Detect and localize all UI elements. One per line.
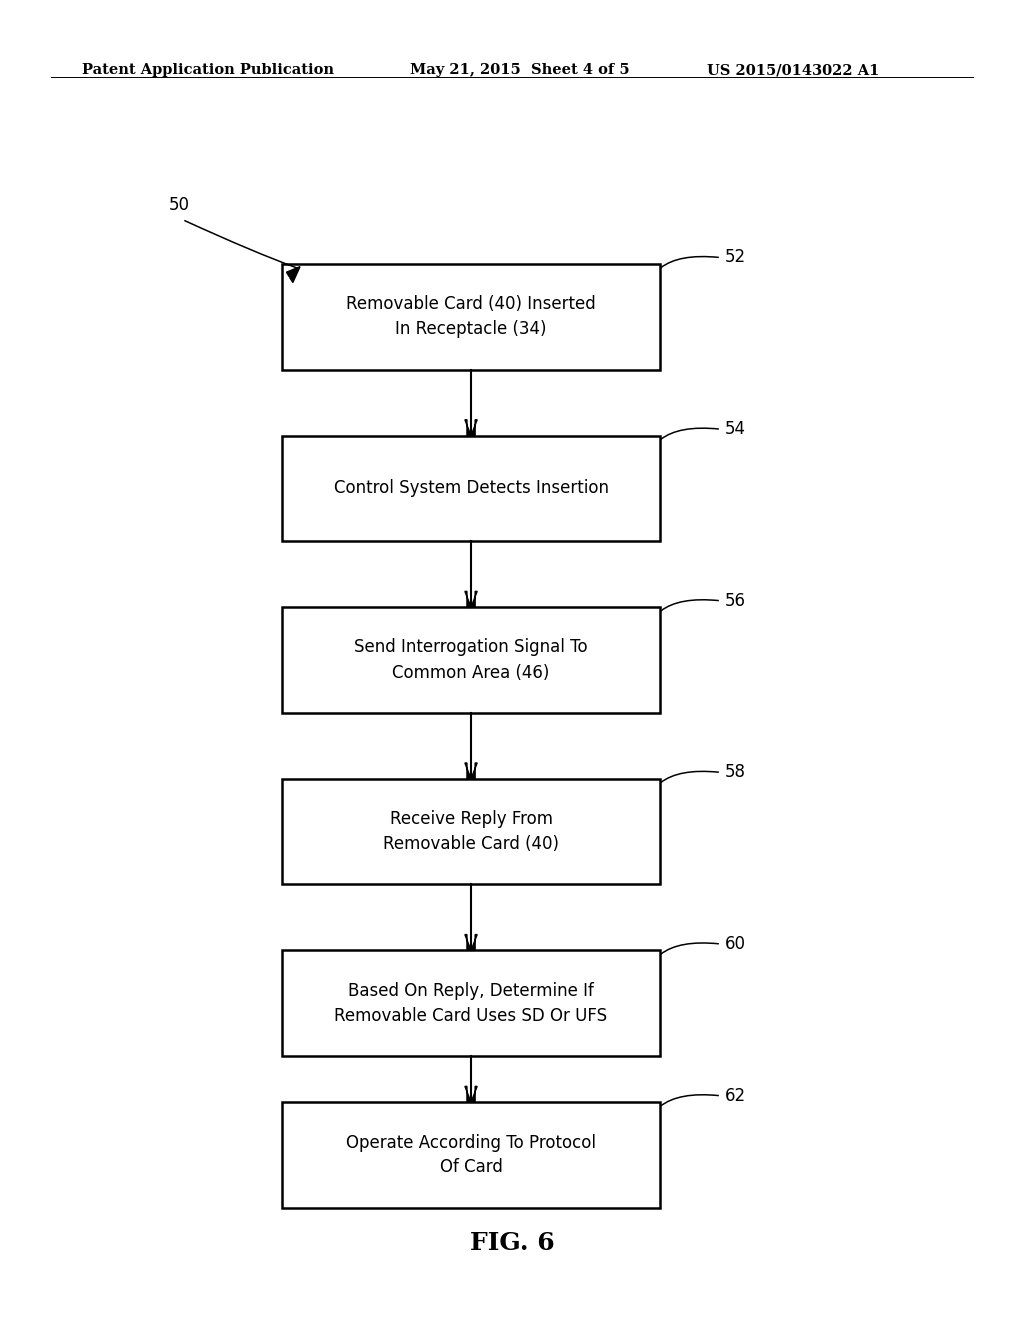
Text: FIG. 6: FIG. 6 [470, 1232, 554, 1255]
Text: 60: 60 [725, 935, 746, 953]
Text: US 2015/0143022 A1: US 2015/0143022 A1 [707, 63, 879, 78]
Text: 54: 54 [725, 420, 746, 438]
Text: Receive Reply From
Removable Card (40): Receive Reply From Removable Card (40) [383, 810, 559, 853]
Text: 56: 56 [725, 591, 746, 610]
Text: Based On Reply, Determine If
Removable Card Uses SD Or UFS: Based On Reply, Determine If Removable C… [335, 982, 607, 1024]
Text: Patent Application Publication: Patent Application Publication [82, 63, 334, 78]
Text: 58: 58 [725, 763, 746, 781]
Text: Send Interrogation Signal To
Common Area (46): Send Interrogation Signal To Common Area… [354, 639, 588, 681]
Text: Removable Card (40) Inserted
In Receptacle (34): Removable Card (40) Inserted In Receptac… [346, 296, 596, 338]
Text: Control System Detects Insertion: Control System Detects Insertion [334, 479, 608, 498]
Text: Operate According To Protocol
Of Card: Operate According To Protocol Of Card [346, 1134, 596, 1176]
Text: 50: 50 [169, 195, 189, 214]
Text: 62: 62 [725, 1086, 746, 1105]
Text: 52: 52 [725, 248, 746, 267]
Text: May 21, 2015  Sheet 4 of 5: May 21, 2015 Sheet 4 of 5 [410, 63, 629, 78]
